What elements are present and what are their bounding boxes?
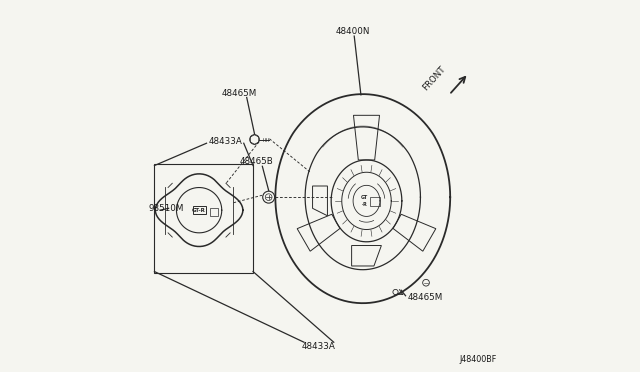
Text: 48433A: 48433A — [208, 137, 242, 146]
Text: GT: GT — [361, 195, 368, 201]
Text: 48465M: 48465M — [221, 89, 257, 97]
Text: J48400BF: J48400BF — [460, 355, 497, 364]
Text: -R: -R — [362, 202, 367, 207]
Text: 48400N: 48400N — [335, 27, 369, 36]
Text: GT-R: GT-R — [192, 208, 206, 213]
Bar — [154, 164, 253, 273]
Text: 98510M: 98510M — [148, 204, 184, 213]
Text: 48433A: 48433A — [302, 342, 336, 351]
Text: FRONT: FRONT — [420, 64, 447, 92]
Text: 48465M: 48465M — [408, 293, 443, 302]
Text: 48465B: 48465B — [240, 157, 274, 166]
